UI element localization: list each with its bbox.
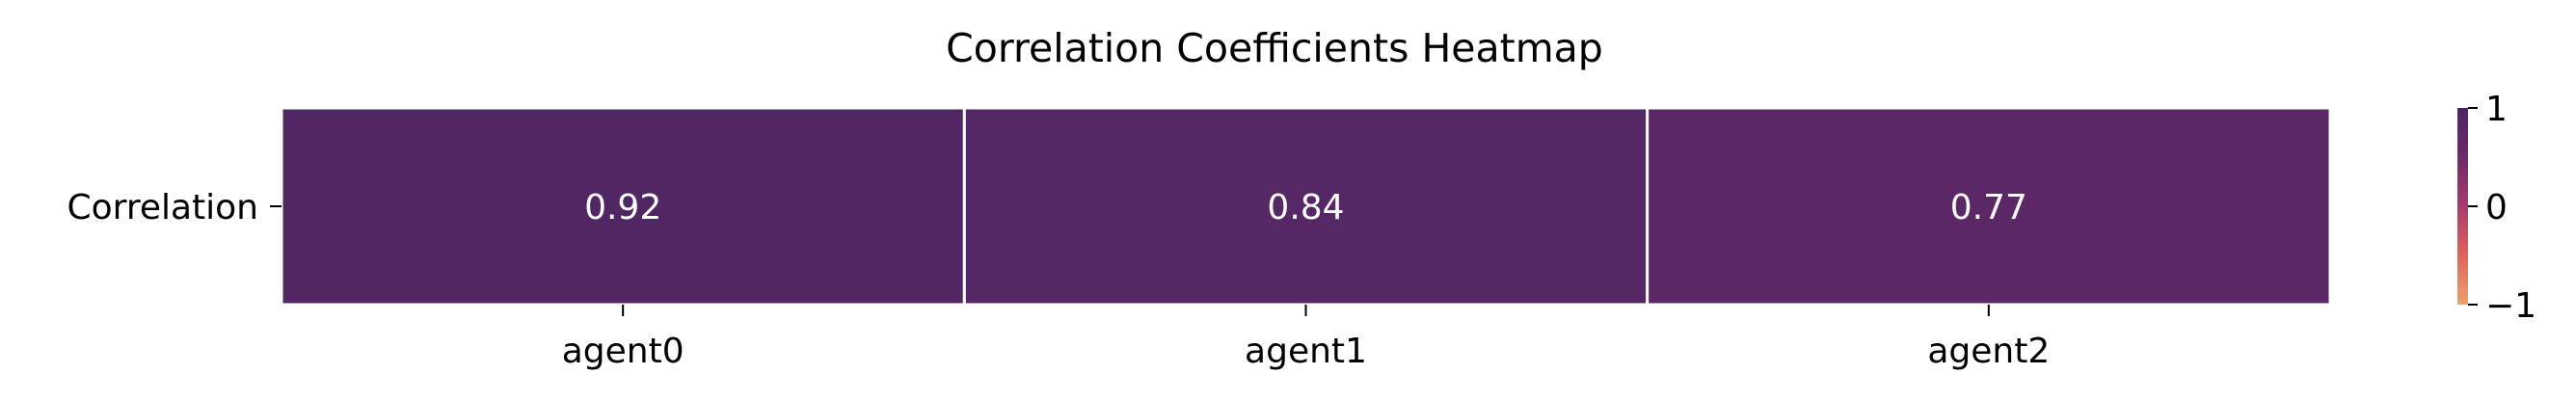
colorbar-tick-label: −1 (2485, 286, 2536, 326)
heatmap-cell-labels: 0.92 0.84 0.77 (584, 188, 2027, 227)
x-tick-label: agent1 (1245, 332, 1367, 371)
chart-title: Correlation Coefficients Heatmap (946, 25, 1603, 71)
colorbar-gradient (2457, 108, 2468, 305)
x-tick-label: agent0 (562, 332, 684, 371)
y-tick-label: Correlation (67, 188, 258, 227)
colorbar-ticks: 1 0 −1 (2468, 90, 2536, 326)
colorbar-tick-label: 0 (2485, 188, 2508, 227)
colorbar: 1 0 −1 (2457, 90, 2536, 326)
cell-value-label: 0.77 (1950, 188, 2027, 227)
heatmap-cell (1646, 106, 2332, 307)
x-tick-label: agent2 (1927, 332, 2050, 371)
heatmap-axes: agent0 agent1 agent2 Correlation (67, 188, 2050, 371)
heatmap-cell (962, 106, 1650, 307)
colorbar-tick-label: 1 (2485, 90, 2508, 129)
heatmap-cell (280, 106, 966, 307)
cell-value-label: 0.92 (584, 188, 661, 227)
heatmap-cells (280, 106, 2332, 307)
cell-value-label: 0.84 (1267, 188, 1344, 227)
